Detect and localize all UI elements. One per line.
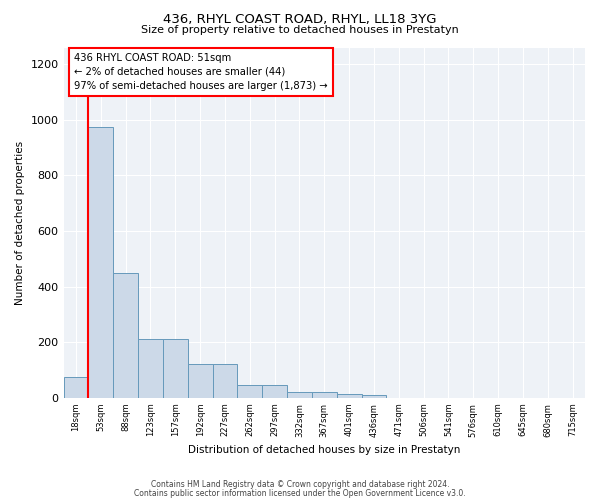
Bar [312,392,337,398]
Bar [138,340,163,398]
Text: 436 RHYL COAST ROAD: 51sqm
← 2% of detached houses are smaller (44)
97% of semi-: 436 RHYL COAST ROAD: 51sqm ← 2% of detac… [74,53,328,91]
Bar [362,395,386,398]
Bar [113,272,138,398]
X-axis label: Distribution of detached houses by size in Prestatyn: Distribution of detached houses by size … [188,445,460,455]
Text: Size of property relative to detached houses in Prestatyn: Size of property relative to detached ho… [141,25,459,35]
Bar [337,394,362,398]
Bar [287,392,312,398]
Bar [64,377,88,398]
Bar [188,364,212,398]
Text: Contains HM Land Registry data © Crown copyright and database right 2024.: Contains HM Land Registry data © Crown c… [151,480,449,489]
Bar [163,340,188,398]
Text: 436, RHYL COAST ROAD, RHYL, LL18 3YG: 436, RHYL COAST ROAD, RHYL, LL18 3YG [163,12,437,26]
Bar [262,386,287,398]
Text: Contains public sector information licensed under the Open Government Licence v3: Contains public sector information licen… [134,488,466,498]
Y-axis label: Number of detached properties: Number of detached properties [15,140,25,304]
Bar [88,126,113,398]
Bar [212,364,238,398]
Bar [238,386,262,398]
